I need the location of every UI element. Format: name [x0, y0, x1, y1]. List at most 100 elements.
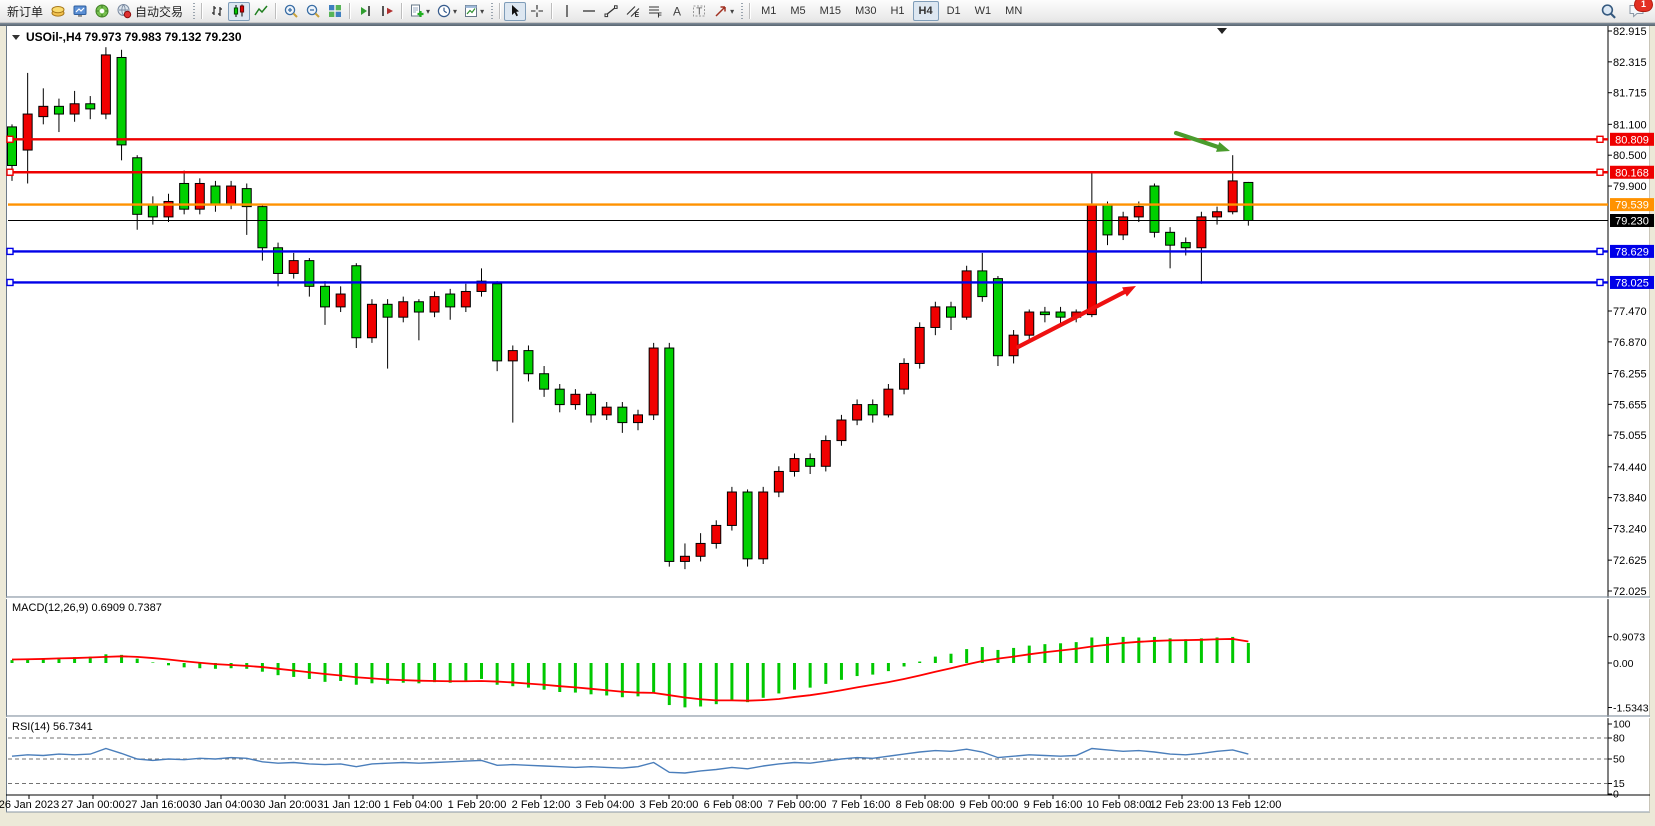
time-tick-label: 7 Feb 00:00	[768, 799, 827, 811]
auto-scroll-button[interactable]	[354, 2, 376, 21]
rsi-panel: 100 80 50 150 RSI(14) 56.7341	[8, 719, 1631, 801]
trend-arrow-red[interactable]	[1015, 286, 1136, 350]
symbol-dropdown-icon[interactable]	[12, 35, 20, 40]
horizontal-line-79.230[interactable]: 79.230	[8, 213, 1654, 228]
timeframe-button-M15[interactable]: M15	[819, 5, 842, 17]
arrows-button[interactable]: ▾	[710, 2, 737, 21]
candlestick-chart-button[interactable]	[228, 1, 251, 21]
vertical-line-button[interactable]	[556, 2, 578, 21]
price-axis: 82.915 82.315 81.715 81.100 80.500 79.900 77.4…	[1608, 26, 1647, 598]
template-icon	[465, 5, 478, 17]
time-tick-label: 30 Jan 20:00	[253, 799, 317, 811]
autotrading-label: 自动交易	[135, 4, 184, 19]
price-badge-label: 80.809	[1615, 134, 1649, 146]
horizontal-line-80.168[interactable]: 80.168	[6, 165, 1654, 180]
timeframe-button-W1[interactable]: W1	[974, 5, 992, 17]
templates-button[interactable]: ▾	[460, 2, 487, 21]
candle	[69, 90, 80, 122]
line-handle[interactable]	[6, 278, 14, 287]
chart-shift-button[interactable]	[376, 2, 398, 21]
horizontal-line-78.025[interactable]: 78.025	[6, 275, 1654, 290]
auto-scroll-icon	[361, 6, 370, 16]
line-handle[interactable]	[1596, 247, 1604, 256]
trend-arrow-green[interactable]	[1173, 130, 1230, 152]
svg-text:A: A	[673, 5, 681, 19]
time-tick-label: 30 Jan 04:00	[189, 799, 253, 811]
toolbar-separator	[201, 3, 204, 19]
line-handle[interactable]	[6, 135, 14, 143]
zoom-in-button[interactable]	[280, 2, 302, 21]
tile-windows-button[interactable]	[324, 2, 346, 21]
price-tick-label: 73.240	[1613, 524, 1647, 536]
symbol-title: USOil-,H4 79.973 79.983 79.132 79.230	[26, 30, 242, 44]
clock-icon	[437, 4, 451, 18]
time-tick-label: 6 Feb 08:00	[704, 799, 763, 811]
line-handle[interactable]	[6, 247, 14, 256]
horizontal-line-button[interactable]	[578, 2, 600, 21]
indicators-button[interactable]: ▾	[406, 2, 433, 21]
horizontal-line-79.539[interactable]: 79.539	[8, 198, 1654, 212]
notification-badge: 1	[1634, 0, 1653, 12]
bar-chart-button[interactable]	[206, 2, 228, 21]
text-button[interactable]: A	[666, 2, 688, 21]
channel-button[interactable]: E	[622, 2, 644, 21]
price-badge-label: 78.629	[1615, 246, 1649, 258]
line-handle[interactable]	[1596, 278, 1604, 287]
candle	[586, 391, 597, 423]
market-watch-button[interactable]	[69, 2, 91, 21]
candle	[648, 342, 659, 421]
candle	[883, 384, 894, 418]
candle	[836, 414, 847, 446]
chevron-down-icon: ▾	[480, 6, 485, 16]
macd-tick-label: -1.5343	[1613, 702, 1649, 714]
candle	[554, 384, 565, 413]
line-handle[interactable]	[6, 168, 14, 176]
navigator-button[interactable]	[91, 2, 113, 21]
cursor-button[interactable]	[504, 1, 527, 21]
toolbar-grip	[740, 3, 744, 19]
time-tick-label: 12 Feb 23:00	[1150, 799, 1215, 811]
trendline-button[interactable]	[600, 2, 622, 21]
candles-layer	[7, 47, 1254, 570]
candle	[22, 72, 33, 184]
coins-icon[interactable]	[47, 2, 69, 21]
chat-button[interactable]: 1	[1628, 0, 1653, 21]
periods-button[interactable]: ▾	[433, 2, 460, 21]
line-handle[interactable]	[1596, 135, 1604, 143]
timeframe-button-M1[interactable]: M1	[761, 5, 777, 17]
chart-shift-marker[interactable]	[1217, 28, 1227, 34]
time-axis[interactable]: 26 Jan 2023 27 Jan 00:00 27 Jan 16:00 30 Ja…	[0, 795, 1281, 811]
fibonacci-icon: F	[649, 6, 663, 19]
candle	[914, 322, 925, 369]
autotrading-button[interactable]: 自动交易	[113, 2, 189, 21]
timeframe-button-H1[interactable]: H1	[890, 5, 905, 17]
candle	[1149, 183, 1160, 238]
chart-frame	[6, 26, 1650, 813]
price-tick-label: 82.315	[1613, 57, 1647, 69]
timeframe-toolbar: M1 M5 M15 M30 H1 H4 D1 W1 MN	[754, 1, 1029, 21]
timeframe-button-M30[interactable]: M30	[855, 5, 877, 17]
candle	[194, 178, 205, 215]
chevron-down-icon: ▾	[426, 6, 431, 16]
crosshair-button[interactable]	[526, 2, 548, 21]
chart-background	[6, 26, 1650, 812]
timeframe-button-MN[interactable]: MN	[1005, 5, 1023, 17]
candle	[773, 466, 784, 498]
candle	[382, 299, 393, 369]
monitor-icon	[73, 5, 87, 17]
line-chart-button[interactable]	[250, 2, 272, 21]
candle	[617, 402, 628, 433]
text-label-button[interactable]: T	[688, 2, 710, 21]
horizontal-line-78.629[interactable]: 78.629	[6, 244, 1654, 259]
search-button[interactable]	[1597, 2, 1620, 21]
line-handle[interactable]	[1596, 168, 1604, 176]
zoom-out-button[interactable]	[302, 2, 324, 21]
horizontal-line-80.809[interactable]: 80.809	[6, 132, 1654, 147]
fibonacci-button[interactable]: F	[644, 2, 666, 21]
new-order-button[interactable]: 新订单	[7, 4, 44, 19]
timeframe-button-H4[interactable]: H4	[912, 1, 939, 21]
timeframe-button-D1[interactable]: D1	[946, 5, 961, 17]
time-tick-label: 10 Feb 08:00	[1087, 799, 1152, 811]
timeframe-button-M5[interactable]: M5	[790, 5, 806, 17]
